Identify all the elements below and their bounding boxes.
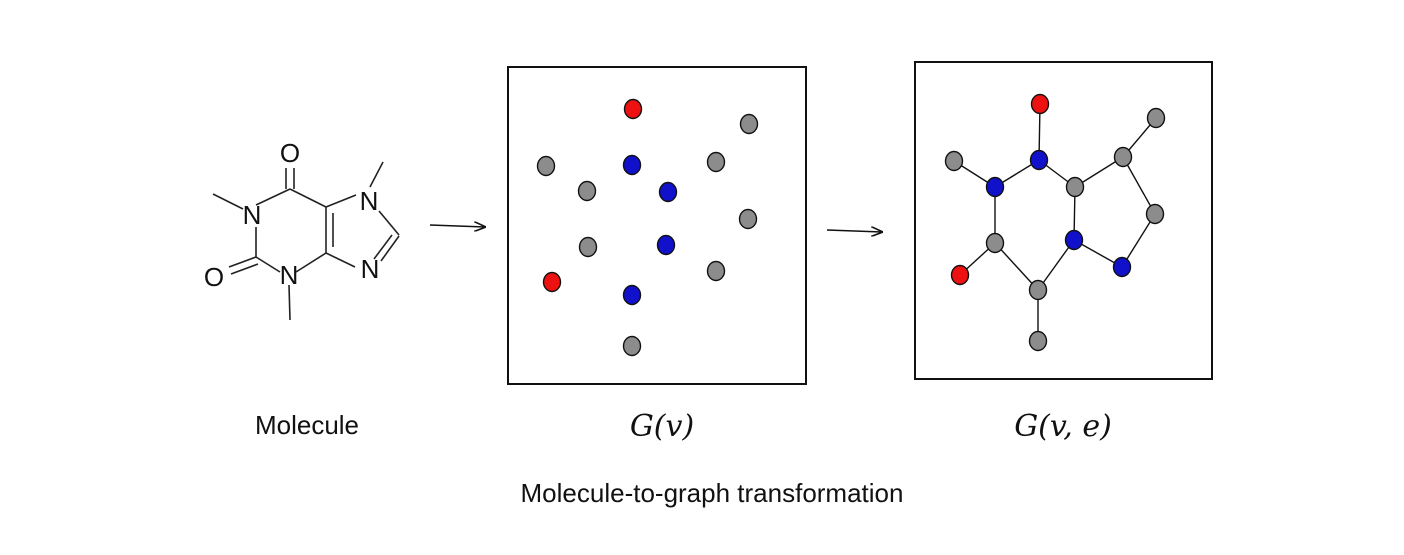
full-graph-node-carbon-1	[1146, 107, 1166, 129]
nodes-only-node-oxygen-0	[623, 98, 643, 120]
nodes-only-node-carbon-10	[706, 260, 726, 282]
full-graph-node-carbon-13	[1028, 330, 1048, 352]
full-graph-node-oxygen-10	[950, 264, 970, 286]
full-graph-label: G(v, e)	[1014, 409, 1112, 444]
full-graph-node-carbon-8	[985, 232, 1005, 254]
atom-label-nitrogen-1: N	[243, 200, 262, 230]
arrow-nodes-to-graph	[826, 230, 882, 232]
figure-caption: Molecule-to-graph transformation	[521, 478, 904, 508]
nodes-only-node-nitrogen-9	[656, 234, 676, 256]
nodes-only-node-nitrogen-6	[658, 181, 678, 203]
full-graph-node-nitrogen-3	[1029, 149, 1049, 171]
nodes-only-frame	[507, 66, 807, 385]
graph-edge-8	[1037, 239, 1075, 291]
nodes-only-node-oxygen-11	[542, 271, 562, 293]
graph-edge-13	[1121, 213, 1156, 268]
nodes-only-node-carbon-2	[536, 155, 556, 177]
nodes-only-node-carbon-7	[738, 208, 758, 230]
full-graph-node-carbon-12	[1028, 279, 1048, 301]
full-graph-node-carbon-6	[1065, 176, 1085, 198]
molecule-structure: O O N N N N	[204, 138, 400, 321]
full-graph-node-carbon-2	[944, 150, 964, 172]
nodes-only-node-carbon-5	[577, 180, 597, 202]
full-graph-nodes	[944, 93, 1166, 352]
graph-edge-12	[1122, 156, 1156, 215]
nodes-only-node-carbon-8	[578, 236, 598, 258]
atom-label-oxygen-left: O	[204, 262, 224, 292]
full-graph-node-carbon-7	[1145, 203, 1165, 225]
nodes-only-node-nitrogen-12	[622, 284, 642, 306]
nodes-only-node-nitrogen-3	[622, 154, 642, 176]
atom-label-nitrogen-3: N	[280, 260, 299, 290]
arrow-molecule-to-nodes	[429, 225, 485, 227]
full-graph-node-nitrogen-9	[1064, 229, 1084, 251]
nodes-only-node-carbon-13	[622, 335, 642, 357]
full-graph-node-oxygen-0	[1030, 93, 1050, 115]
atom-label-oxygen-top: O	[280, 138, 300, 168]
full-graph-node-nitrogen-11	[1112, 256, 1132, 278]
nodes-only-graph	[536, 98, 759, 357]
full-graph-node-carbon-4	[1113, 146, 1133, 168]
atom-label-nitrogen-7: N	[360, 186, 379, 216]
nodes-only-node-carbon-1	[739, 113, 759, 135]
nodes-only-label: G(v)	[630, 409, 694, 444]
atom-label-nitrogen-9: N	[361, 254, 380, 284]
graph-edge-6	[994, 242, 1039, 291]
full-graph-node-nitrogen-5	[985, 176, 1005, 198]
molecule-label: Molecule	[255, 410, 359, 440]
full-graph-frame	[914, 61, 1213, 380]
nodes-only-node-carbon-4	[706, 151, 726, 173]
